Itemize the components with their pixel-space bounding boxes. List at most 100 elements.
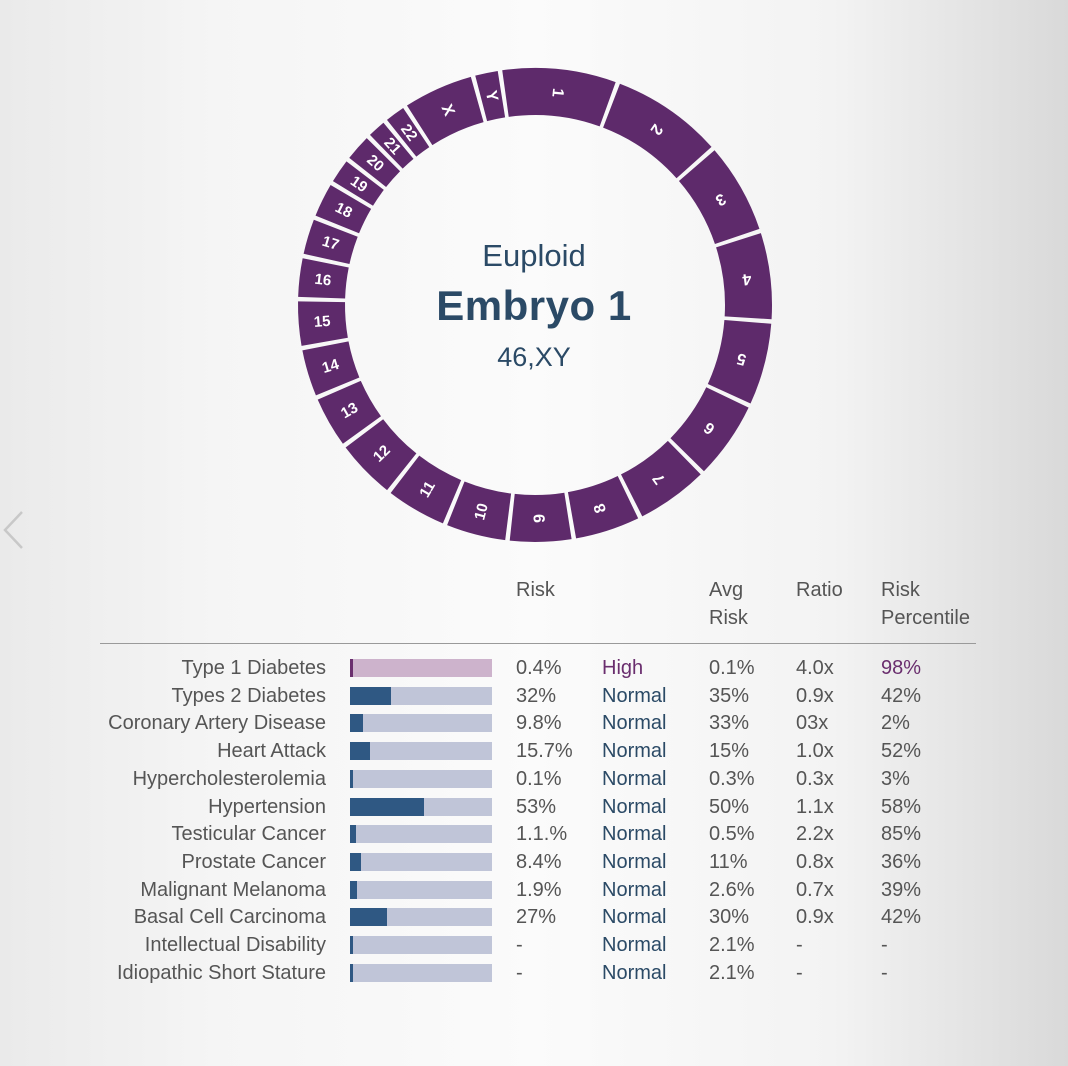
chromosome-segment — [345, 419, 417, 491]
risk-status: Normal — [602, 906, 667, 929]
risk-value: 32% — [516, 684, 557, 707]
chromosome-segment — [447, 481, 512, 541]
chromosome-segment — [707, 320, 772, 404]
risk-percentile-value: 36% — [881, 850, 922, 873]
chromosome-label: 17 — [320, 233, 341, 254]
risk-status: Normal — [602, 740, 667, 763]
header-risk-percentile: Risk Percentile — [881, 579, 970, 629]
header-divider — [100, 643, 976, 644]
chromosome-label: 16 — [314, 271, 333, 290]
risk-bar — [350, 880, 492, 899]
risk-percentile-value: 42% — [881, 906, 922, 929]
risk-value: 9.8% — [516, 712, 562, 735]
avg-risk-value: 11% — [709, 850, 748, 873]
chromosome-label: 15 — [313, 313, 331, 331]
header-ratio: Ratio — [796, 579, 843, 601]
risk-bar — [350, 769, 492, 788]
risk-bar — [350, 686, 492, 705]
chromosome-label: 22 — [397, 121, 421, 145]
chromosome-label: Y — [482, 89, 501, 103]
chromosome-segment — [475, 70, 506, 122]
risk-status: Normal — [602, 712, 667, 735]
header-risk: Risk — [516, 579, 555, 601]
condition-name: Testicular Cancer — [171, 823, 326, 846]
risk-status: Normal — [602, 961, 667, 984]
ratio-value: 0.9x — [796, 684, 834, 707]
table-row: Intellectual Disability - Normal 2.1% - - — [0, 931, 1068, 959]
chromosome-segment — [406, 76, 484, 146]
risk-bar — [350, 825, 492, 844]
chromosome-segment — [716, 233, 772, 320]
condition-name: Basal Cell Carcinoma — [133, 906, 326, 929]
risk-value: 0.4% — [516, 657, 562, 679]
table-row: Hypertension 53% Normal 50% 1.1x 58% — [0, 793, 1068, 821]
risk-bar-fill — [350, 825, 356, 844]
risk-percentile-value: 3% — [881, 767, 910, 790]
risk-bar-fill — [350, 659, 353, 677]
table-row: Malignant Melanoma 1.9% Normal 2.6% 0.7x 39% — [0, 876, 1068, 904]
chromosome-label: 1 — [548, 87, 566, 98]
chromosome-label: 14 — [320, 356, 342, 377]
ratio-value: 2.2x — [796, 823, 834, 846]
condition-name: Intellectual Disability — [144, 934, 326, 956]
chromosome-label: 9 — [532, 514, 549, 523]
ploidy-status: Euploid — [482, 238, 586, 273]
embryo-title: Embryo 1 — [436, 282, 632, 329]
avg-risk-value: 50% — [709, 795, 750, 818]
table-row: Heart Attack 15.7% Normal 15% 1.0x 52% — [0, 737, 1068, 765]
risk-bar — [350, 963, 492, 982]
condition-name: Hypertension — [208, 795, 326, 818]
avg-risk-value: 2.6% — [709, 878, 755, 901]
risk-status: Normal — [602, 767, 667, 790]
risk-percentile-value: 42% — [881, 684, 922, 707]
previous-arrow-icon[interactable] — [0, 508, 28, 552]
risk-bar-fill — [350, 686, 391, 705]
risk-bar — [350, 908, 492, 927]
condition-name: Hypercholesterolemia — [132, 767, 326, 790]
risk-status: High — [602, 657, 644, 679]
risk-value: 15.7% — [516, 740, 573, 763]
avg-risk-value: 30% — [709, 906, 750, 929]
chromosome-segment — [390, 455, 462, 524]
table-row: Types 2 Diabetes 32% Normal 35% 0.9x 42% — [0, 682, 1068, 710]
ratio-value: - — [796, 934, 803, 956]
chromosome-segment — [332, 161, 384, 206]
risk-bar-fill — [350, 908, 387, 927]
risk-status: Normal — [602, 934, 667, 956]
chromosome-segment — [567, 476, 639, 539]
ratio-value: 1.1x — [796, 795, 834, 818]
risk-status: Normal — [602, 823, 667, 846]
condition-name: Type 1 Diabetes — [181, 657, 326, 679]
table-row: Hypercholesterolemia 0.1% Normal 0.3% 0.3x 3% — [0, 765, 1068, 793]
condition-name: Coronary Artery Disease — [108, 712, 326, 735]
avg-risk-value: 2.1% — [709, 934, 755, 956]
risk-value: 8.4% — [516, 850, 562, 873]
risk-bar — [350, 714, 492, 733]
risk-bar-fill — [350, 852, 361, 871]
risk-value: 1.9% — [516, 878, 562, 901]
chromosome-label: 11 — [416, 478, 439, 500]
risk-bar — [350, 936, 492, 954]
avg-risk-value: 15% — [709, 740, 750, 763]
risk-bar — [350, 742, 492, 761]
risk-value: 53% — [516, 795, 557, 818]
risk-percentile-value: 85% — [881, 823, 922, 846]
risk-value: - — [516, 961, 523, 984]
chromosome-label: 4 — [741, 270, 752, 288]
chromosome-segment — [603, 83, 712, 179]
karyotype: 46,XY — [497, 342, 571, 372]
chromosome-segment — [302, 341, 360, 396]
risk-status: Normal — [602, 684, 667, 707]
condition-name: Heart Attack — [217, 740, 326, 763]
avg-risk-value: 2.1% — [709, 961, 755, 984]
table-row: Prostate Cancer 8.4% Normal 11% 0.8x 36% — [0, 848, 1068, 876]
ratio-value: 1.0x — [796, 740, 834, 763]
avg-risk-value: 0.3% — [709, 767, 755, 790]
chromosome-segment — [509, 492, 572, 542]
risk-bar — [350, 797, 492, 816]
avg-risk-value: 33% — [709, 712, 750, 735]
risk-percentile-value: 98% — [881, 657, 922, 679]
ratio-value: 0.9x — [796, 906, 834, 929]
chromosome-segment — [317, 380, 381, 444]
header-avg-risk: Avg Risk — [709, 579, 748, 629]
